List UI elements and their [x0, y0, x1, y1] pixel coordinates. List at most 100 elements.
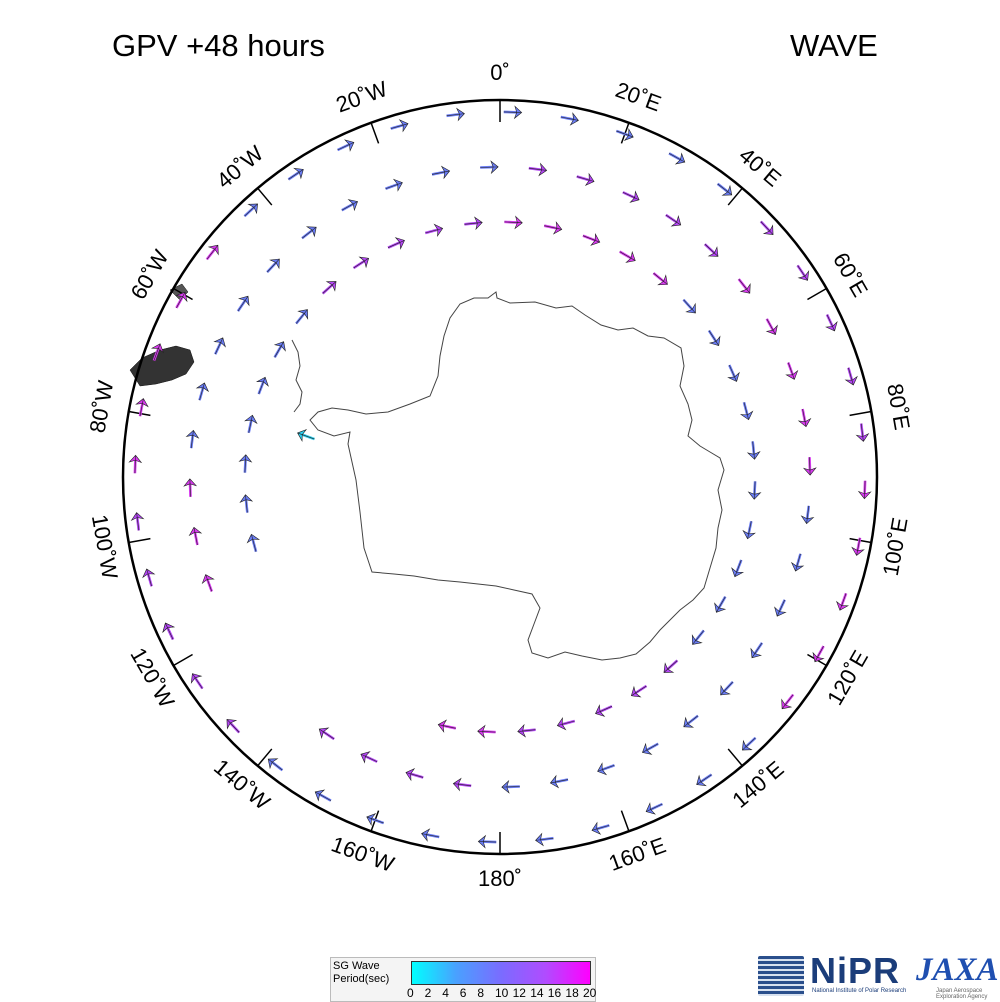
wave-arrow: [642, 742, 659, 755]
legend-tick: 18: [565, 986, 579, 1000]
wave-arrow: [321, 281, 337, 295]
wave-arrow: [266, 258, 280, 274]
wave-arrow: [297, 429, 315, 443]
legend-tick: 4: [442, 986, 449, 1000]
wave-arrow: [239, 494, 254, 513]
meridian-tick: [620, 810, 630, 832]
wave-arrow: [747, 481, 762, 500]
longitude-labels: 0˚ 20˚E 40˚E 60˚E 80˚E 100˚E 120˚E 140˚E 160˚E 18…: [85, 60, 915, 891]
wave-arrow: [727, 364, 740, 382]
map-boundary: [121, 98, 879, 856]
wave-arrow: [737, 278, 751, 294]
wave-arrow: [556, 716, 576, 731]
wave-arrow: [595, 704, 613, 717]
wave-arrow: [582, 232, 601, 246]
legend-colorbar: [411, 961, 591, 985]
wave-arrow: [246, 533, 261, 553]
wave-arrow: [150, 343, 164, 362]
legend-title: SG Wave Period(sec): [333, 960, 407, 986]
wave-arrow: [785, 362, 799, 380]
wave-arrow: [759, 220, 774, 235]
wave-arrow: [720, 680, 734, 696]
wave-arrow: [390, 119, 409, 133]
nipr-subtitle: National Institute of Polar Research: [812, 988, 907, 994]
wave-arrow: [663, 659, 679, 673]
meridian-tick: [257, 187, 273, 206]
wave-arrow: [796, 264, 810, 281]
wave-arrow: [437, 719, 457, 733]
wave-arrow: [295, 309, 309, 325]
wave-arrow: [716, 182, 733, 196]
wave-arrow: [800, 505, 815, 525]
wave-arrow: [183, 478, 198, 497]
wave-arrow: [135, 398, 149, 417]
wave-arrow: [244, 414, 258, 434]
wave-arrow: [707, 329, 721, 347]
wave-arrow: [185, 429, 200, 449]
wave-arrow: [318, 727, 335, 741]
wave-arrow: [236, 295, 250, 312]
longitude-label: 0˚: [490, 60, 510, 85]
jaxa-logo: JAXA: [916, 952, 999, 988]
wave-arrow: [287, 167, 304, 181]
wave-arrow: [691, 629, 705, 645]
wave-arrow: [851, 537, 865, 556]
longitude-label: 120˚W: [125, 643, 179, 712]
wave-arrow: [683, 714, 699, 728]
antarctica-outline: [129, 283, 725, 661]
longitude-label: 40˚E: [734, 142, 786, 191]
wave-arrow: [360, 751, 378, 764]
wave-arrow: [714, 596, 727, 613]
wave-arrow: [855, 423, 870, 442]
meridian-ticks: [128, 100, 872, 854]
wave-arrow: [255, 376, 269, 395]
wave-arrow: [480, 160, 499, 175]
wave-arrow: [162, 622, 175, 640]
longitude-label: 100˚W: [87, 513, 123, 581]
wave-arrow: [424, 223, 444, 238]
wave-arrow: [238, 454, 253, 473]
wave-arrow: [128, 454, 143, 474]
legend-title-line1: SG Wave: [333, 960, 380, 972]
wave-arrow: [366, 813, 385, 827]
wave-arrow: [645, 802, 663, 815]
map-variable-label: WAVE: [790, 28, 878, 63]
meridian-tick: [727, 187, 743, 206]
longitude-label: 80˚W: [85, 378, 119, 434]
wave-arrow: [501, 779, 520, 794]
meridian-tick: [807, 287, 827, 301]
wave-arrow: [844, 367, 858, 386]
wave-arrow: [790, 553, 805, 572]
wave-arrow: [528, 162, 548, 177]
wave-arrow: [615, 127, 634, 141]
wave-arrow: [682, 298, 696, 314]
wave-arrow: [503, 105, 523, 120]
meridian-tick: [128, 537, 151, 544]
legend-tick: 10: [495, 986, 509, 1000]
wave-arrow: [797, 408, 812, 428]
map-title: GPV +48 hours: [112, 28, 325, 63]
longitude-label: 20˚E: [612, 77, 664, 116]
wave-arrow: [431, 165, 451, 180]
wave-arrow: [742, 736, 757, 751]
wave-arrow: [668, 152, 686, 165]
wave-arrow: [195, 382, 210, 401]
longitude-label: 20˚W: [333, 76, 391, 118]
wave-arrow: [765, 318, 778, 335]
wave-arrow: [477, 724, 496, 739]
wave-arrow: [857, 480, 872, 500]
wave-arrow: [576, 172, 595, 187]
wave-arrow: [703, 243, 719, 257]
wave-arrow: [213, 337, 226, 355]
longitude-label: 120˚E: [822, 646, 873, 709]
wave-arrow: [543, 221, 563, 235]
wave-arrow: [802, 457, 817, 476]
longitude-label: 160˚E: [605, 832, 669, 876]
period-legend: SG Wave Period(sec) 0 2 4 6 8 10 12 14 16 18 20: [330, 957, 596, 1002]
wave-arrow: [273, 341, 286, 358]
wave-arrow: [696, 773, 713, 787]
polar-map: 0˚ 20˚E 40˚E 60˚E 80˚E 100˚E 120˚E 140˚E 160˚E 18…: [85, 60, 915, 891]
wave-arrows: [128, 105, 872, 849]
wave-arrow: [517, 723, 536, 738]
legend-tick: 8: [477, 986, 485, 1000]
